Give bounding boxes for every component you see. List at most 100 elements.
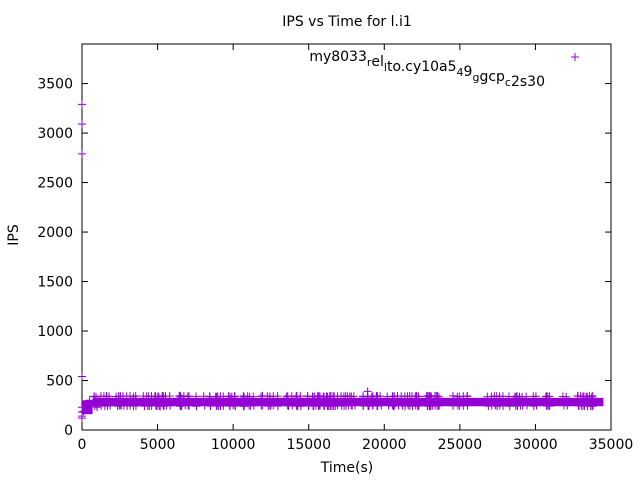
legend-label-part: c [505, 76, 511, 89]
data-point [393, 391, 402, 400]
y-tick-label: 3500 [37, 77, 73, 93]
data-point [586, 402, 595, 411]
data-point [448, 391, 457, 400]
data-point [573, 391, 582, 400]
data-point [394, 401, 403, 410]
data-point [423, 391, 432, 400]
data-point [177, 401, 186, 410]
data-point [192, 392, 201, 401]
plot-area-border [81, 43, 612, 431]
data-point [151, 401, 160, 410]
data-point [518, 401, 527, 410]
legend-label-part: to.cy10a5 [387, 59, 457, 75]
data-point [78, 100, 86, 109]
data-point [435, 401, 444, 410]
data-point [90, 392, 99, 401]
data-point [82, 406, 91, 415]
data-point [315, 401, 324, 410]
data-point [484, 402, 493, 411]
data-point [175, 391, 184, 400]
data-point [505, 402, 514, 411]
legend-label-part: l [384, 61, 387, 74]
data-point [78, 414, 86, 423]
data-point [303, 391, 312, 400]
data-point [139, 392, 148, 401]
legend-marker [571, 53, 579, 61]
data-point [78, 149, 86, 158]
data-point [404, 401, 413, 410]
data-point [284, 402, 293, 411]
data-point [414, 401, 423, 410]
data-point [93, 403, 102, 412]
data-point [192, 402, 201, 411]
data-point [126, 392, 135, 401]
y-tick-label: 3000 [37, 126, 73, 142]
data-point [389, 402, 398, 411]
data-point [463, 401, 472, 410]
data-point [239, 391, 248, 400]
data-points [78, 100, 604, 423]
data-point [78, 372, 86, 381]
x-axis-label: Time(s) [320, 460, 373, 476]
data-point [161, 392, 170, 401]
data-point [140, 402, 149, 411]
data-point [162, 401, 171, 410]
data-point [206, 401, 215, 410]
data-point [518, 392, 527, 401]
y-tick-label: 500 [46, 374, 73, 390]
chart-title: IPS vs Time for l.i1 [282, 14, 412, 30]
legend-label-part: 9 [464, 64, 473, 80]
data-point [264, 402, 273, 411]
data-point [372, 392, 381, 401]
data-point [331, 402, 340, 411]
data-band-early [82, 400, 93, 415]
data-point [383, 392, 392, 401]
data-point [504, 392, 513, 401]
data-point [425, 402, 434, 411]
legend-label-part: g [472, 71, 479, 84]
data-point [78, 120, 86, 129]
data-point [205, 392, 214, 401]
data-point [103, 401, 112, 410]
data-point [543, 392, 552, 401]
legend-label-part: 2s30 [511, 74, 545, 90]
data-point [85, 396, 94, 405]
data-point [239, 402, 248, 411]
y-tick-label: 2500 [37, 176, 73, 192]
x-tick-label: 30000 [513, 437, 558, 453]
data-point [483, 392, 492, 401]
data-point [359, 392, 368, 401]
data-point [293, 402, 302, 411]
data-point [558, 392, 567, 401]
x-tick-label: 5000 [140, 437, 176, 453]
data-point [499, 402, 508, 411]
legend-label-part: g [479, 69, 488, 85]
data-point [257, 401, 266, 410]
data-point [292, 392, 301, 401]
data-point [309, 402, 318, 411]
data-point [230, 392, 239, 401]
legend-label-part: my8033 [309, 49, 367, 65]
x-tick-label: 10000 [211, 437, 256, 453]
data-point [349, 392, 358, 401]
data-point [463, 392, 472, 401]
data-point [495, 401, 504, 410]
data-point [337, 392, 346, 401]
x-tick-label: 15000 [286, 437, 331, 453]
data-point [245, 401, 254, 410]
data-point [293, 401, 302, 410]
data-point [330, 392, 339, 401]
data-point [453, 392, 462, 401]
data-point [151, 392, 160, 401]
data-point [529, 392, 538, 401]
data-point [257, 392, 266, 401]
data-point [363, 387, 372, 396]
legend-label-part: 4 [457, 66, 464, 79]
data-point [231, 401, 240, 410]
x-tick-label: 25000 [438, 437, 483, 453]
legend-label-part: cp [488, 69, 505, 85]
data-point [403, 392, 412, 401]
data-point [273, 392, 282, 401]
data-point [560, 401, 569, 410]
